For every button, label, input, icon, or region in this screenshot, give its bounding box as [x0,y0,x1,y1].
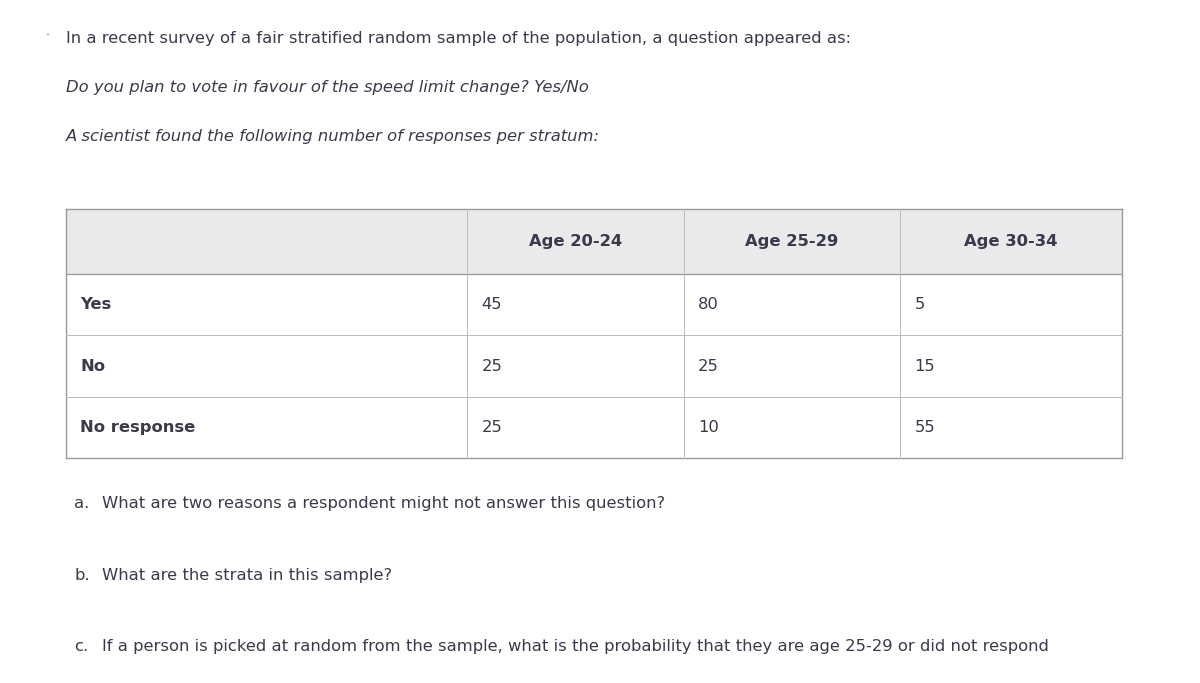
Text: A scientist found the following number of responses per stratum:: A scientist found the following number o… [66,129,600,144]
Text: c.: c. [74,639,89,654]
Text: 5: 5 [914,297,925,312]
Text: 45: 45 [481,297,503,312]
Text: Age 30-34: Age 30-34 [965,234,1058,249]
Text: 55: 55 [914,420,935,435]
Text: b.: b. [74,568,90,583]
Text: 25: 25 [481,359,503,374]
Text: 25: 25 [698,359,719,374]
Text: In a recent survey of a fair stratified random sample of the population, a quest: In a recent survey of a fair stratified … [66,31,851,46]
Text: Age 25-29: Age 25-29 [745,234,839,249]
Text: Yes: Yes [80,297,112,312]
Text: What are two reasons a respondent might not answer this question?: What are two reasons a respondent might … [102,496,665,511]
Text: Do you plan to vote in favour of the speed limit change? Yes/No: Do you plan to vote in favour of the spe… [66,80,589,95]
Text: ·: · [46,29,49,42]
Text: No response: No response [80,420,196,435]
Text: 15: 15 [914,359,935,374]
Text: No: No [80,359,106,374]
Text: If a person is picked at random from the sample, what is the probability that th: If a person is picked at random from the… [102,639,1049,654]
Text: What are the strata in this sample?: What are the strata in this sample? [102,568,392,583]
Text: 80: 80 [698,297,719,312]
Text: a.: a. [74,496,90,511]
Text: Age 20-24: Age 20-24 [529,234,622,249]
Text: 25: 25 [481,420,503,435]
Text: 10: 10 [698,420,719,435]
